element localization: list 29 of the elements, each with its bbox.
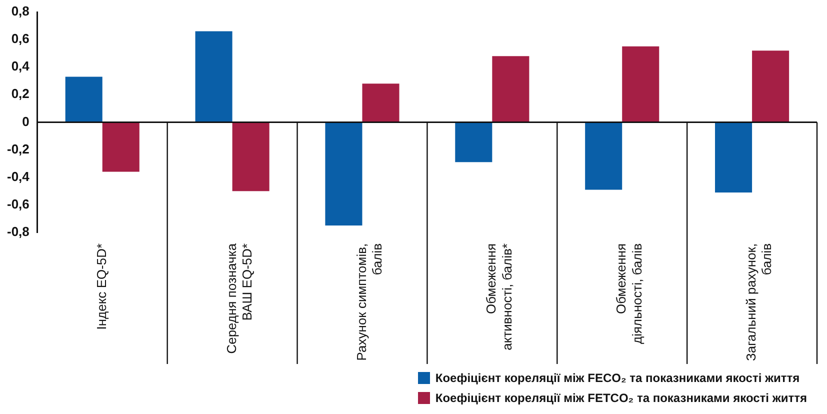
bar	[232, 122, 270, 192]
bar	[102, 122, 140, 172]
bar	[752, 50, 790, 122]
y-tick-label: 0,2	[11, 86, 30, 102]
y-tick-label: -0,8	[6, 224, 30, 239]
y-tick-label: -0,4	[6, 168, 30, 184]
legend-label: Коефіцієнт кореляції між FECO₂ та показниками якості життя	[435, 370, 800, 387]
bar	[195, 31, 232, 122]
x-tick-label: Обмеження діяльності, балів	[614, 243, 644, 344]
bar	[455, 122, 492, 162]
x-tick-label: Середня позначка ВАШ EQ-5D*	[224, 242, 254, 354]
y-tick-label: 0	[22, 114, 30, 129]
y-tick-label: 0,6	[11, 31, 30, 46]
y-tick-label: 0,4	[11, 58, 30, 74]
bar	[715, 122, 752, 192]
legend-label: Коефіцієнт кореляції між FETCO₂ та показниками якості життя	[435, 390, 807, 407]
x-tick-label: Обмеження активності, балів*	[484, 243, 514, 350]
bar	[325, 122, 362, 226]
bar	[65, 76, 102, 122]
y-tick-label: -0,6	[6, 196, 30, 212]
bar	[362, 84, 400, 122]
y-tick-label: 0,8	[11, 4, 30, 19]
x-tick-label: Рахунок симптомів, балів	[354, 243, 384, 361]
bar	[492, 56, 530, 122]
bar	[622, 46, 660, 122]
x-tick-label: Індекс EQ-5D*	[94, 243, 109, 330]
x-tick-label: Загальний рахунок, балів	[744, 243, 774, 361]
bar	[585, 122, 622, 190]
y-tick-label: -0,2	[6, 141, 30, 156]
